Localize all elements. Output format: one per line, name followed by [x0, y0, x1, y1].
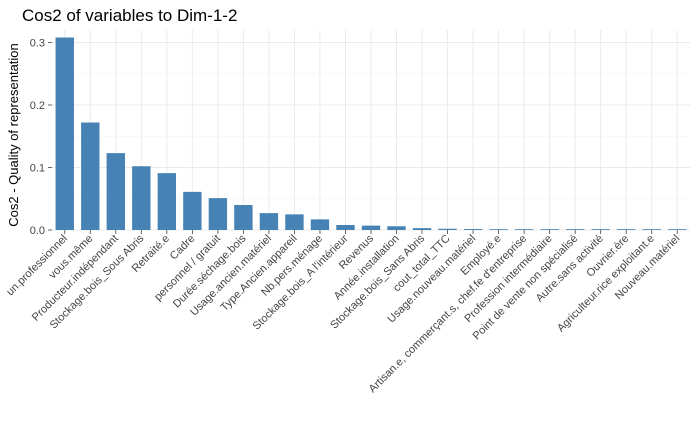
- bar: [463, 229, 483, 230]
- y-axis: 0.0 0.1 0.2 0.3: [30, 38, 52, 237]
- bars: [55, 37, 687, 230]
- bar: [565, 229, 585, 230]
- bar: [310, 219, 330, 230]
- bar: [259, 213, 279, 230]
- x-axis: un.professionnelvous.mêmeProducteur.indé…: [4, 230, 682, 395]
- bar: [208, 198, 228, 230]
- y-axis-title: Cos2 - Quality of representation: [6, 43, 21, 227]
- bar: [157, 173, 177, 230]
- bar: [438, 228, 457, 230]
- y-tick-label: 0.3: [30, 38, 45, 50]
- bar: [183, 191, 202, 230]
- bar: [387, 226, 406, 230]
- bar: [55, 37, 74, 230]
- grid-lines: [52, 30, 690, 231]
- bar: [132, 166, 151, 230]
- bar: [668, 229, 687, 230]
- bar: [617, 229, 636, 230]
- bar: [106, 153, 125, 230]
- bar: [642, 229, 661, 230]
- y-tick-label: 0.2: [30, 100, 45, 112]
- bar: [285, 214, 304, 230]
- bar: [336, 225, 355, 230]
- chart-title: Cos2 of variables to Dim-1-2: [22, 6, 237, 25]
- bar: [489, 229, 508, 230]
- bar: [514, 229, 534, 230]
- y-tick-label: 0.0: [30, 225, 45, 237]
- bar: [412, 228, 432, 230]
- y-tick-label: 0.1: [30, 163, 45, 175]
- bar: [81, 122, 100, 230]
- bar: [540, 229, 559, 230]
- bar: [234, 205, 253, 230]
- bar: [591, 229, 610, 230]
- bar: [361, 225, 381, 230]
